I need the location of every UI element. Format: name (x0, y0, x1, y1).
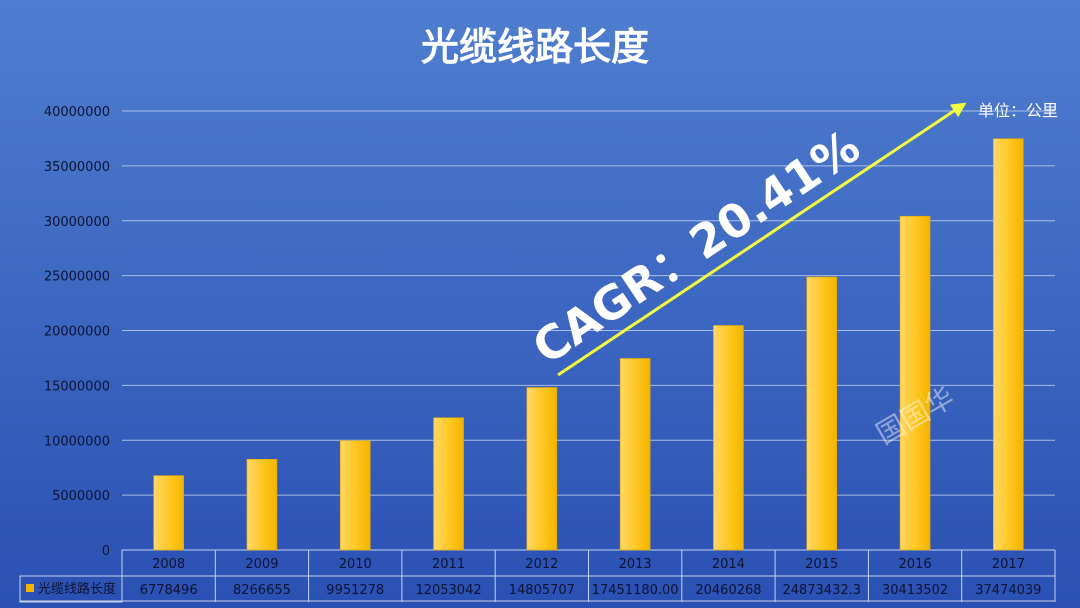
x-tick-label: 2009 (245, 557, 278, 572)
x-tick-label: 2014 (712, 557, 745, 572)
y-tick-label: 5000000 (52, 489, 110, 504)
chart-title: 光缆线路长度 (421, 25, 649, 69)
data-label: 20460268 (695, 583, 761, 598)
cagr-arrow (557, 102, 967, 377)
y-tick-label: 35000000 (44, 160, 110, 175)
x-tick-label: 2017 (992, 557, 1025, 572)
legend-swatch (26, 584, 34, 592)
data-label: 9951278 (326, 583, 384, 598)
bar-2013 (619, 358, 651, 551)
x-tick-label: 2010 (339, 557, 372, 572)
data-label: 17451180.00 (592, 583, 679, 598)
data-label: 37474039 (975, 583, 1041, 598)
x-tick-label: 2016 (899, 557, 932, 572)
x-tick-label: 2008 (152, 557, 185, 572)
y-tick-label: 30000000 (44, 215, 110, 230)
data-label: 14805707 (509, 583, 575, 598)
y-tick-label: 15000000 (44, 379, 110, 394)
x-tick-label: 2011 (432, 557, 465, 572)
x-tick-label: 2012 (525, 557, 558, 572)
data-label: 6778496 (140, 583, 198, 598)
y-tick-label: 25000000 (44, 270, 110, 285)
y-tick-label: 0 (102, 544, 110, 559)
data-label: 8266655 (233, 583, 291, 598)
y-tick-label: 10000000 (44, 434, 110, 449)
bar-2012 (526, 387, 558, 551)
bar-2011 (433, 417, 464, 551)
bar-2009 (246, 458, 278, 551)
bar-2008 (153, 475, 184, 551)
y-tick-label: 40000000 (44, 105, 110, 120)
x-tick-label: 2015 (805, 557, 838, 572)
y-tick-label: 20000000 (44, 325, 110, 340)
data-table: 2008 6778496 2009 8266655 2010 9951278 2011 120… (19, 550, 1056, 603)
bar-2016 (899, 215, 931, 551)
legend-label: 光缆线路长度 (38, 581, 116, 597)
bar-2010 (339, 440, 371, 551)
data-label: 12053042 (415, 583, 481, 598)
bar-2017 (993, 138, 1024, 551)
bar-2014 (713, 325, 744, 551)
data-label: 30413502 (882, 583, 948, 598)
data-label: 24873432.3 (782, 583, 861, 598)
x-tick-label: 2013 (619, 557, 652, 572)
bar-2015 (806, 276, 838, 551)
